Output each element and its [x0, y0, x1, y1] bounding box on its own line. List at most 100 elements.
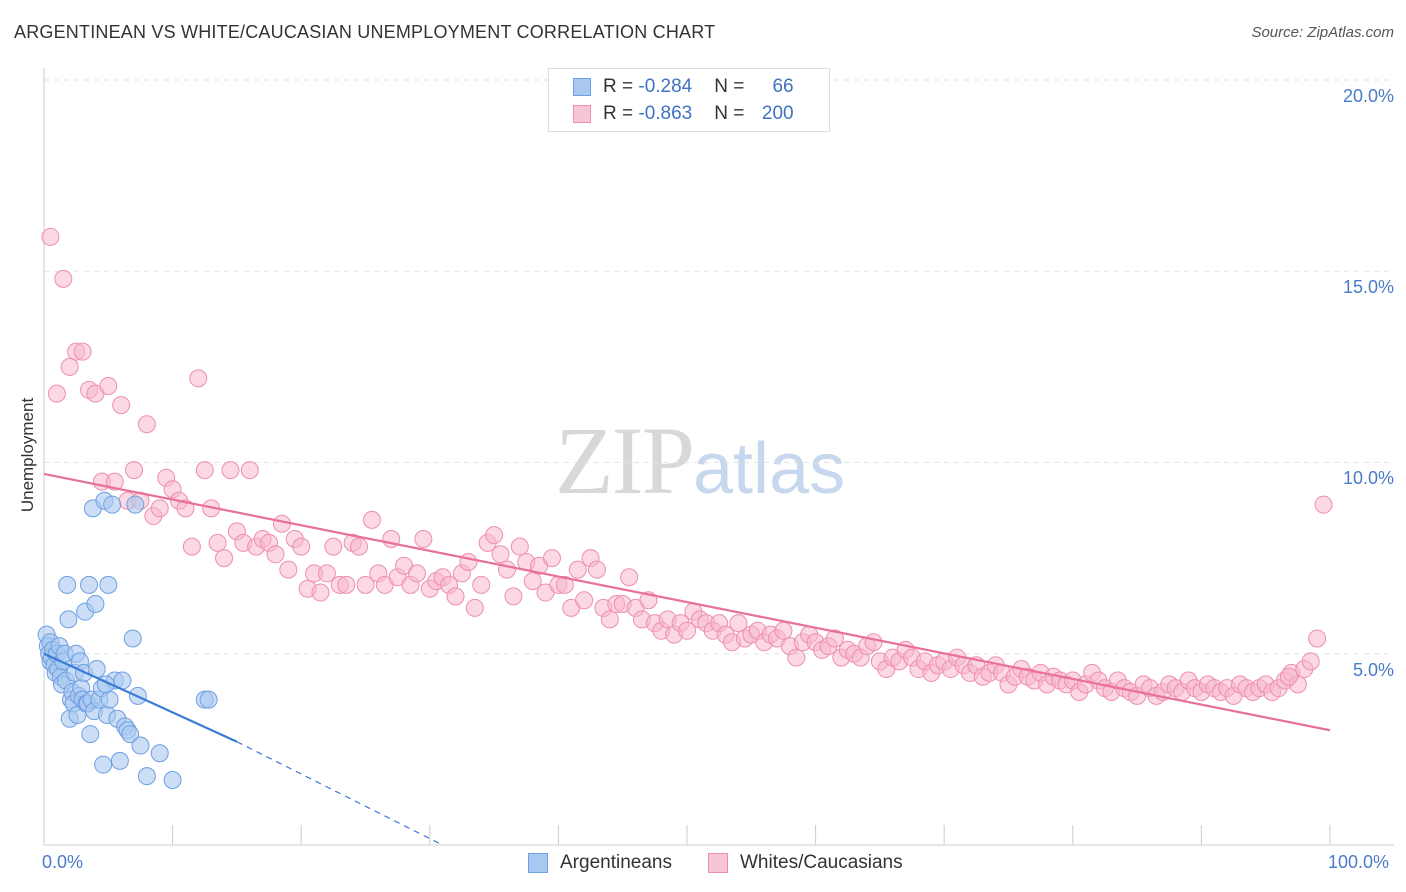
- data-point-whites: [465, 598, 484, 617]
- data-point-whites: [279, 560, 298, 579]
- data-point-whites: [600, 610, 619, 629]
- data-point-whites: [221, 461, 240, 480]
- chart-title: ARGENTINEAN VS WHITE/CAUCASIAN UNEMPLOYM…: [14, 22, 716, 42]
- data-point-whites: [311, 583, 330, 602]
- data-point-whites: [292, 537, 311, 556]
- data-point-whites: [678, 621, 696, 640]
- data-point-argentineans: [100, 690, 119, 709]
- y-axis-label: Unemployment: [18, 397, 37, 513]
- data-point-whites: [356, 575, 375, 594]
- data-point-argentineans: [103, 495, 122, 514]
- data-point-whites: [266, 545, 285, 564]
- data-point-argentineans: [58, 575, 77, 594]
- data-point-whites: [1308, 629, 1327, 648]
- data-point-whites: [459, 552, 478, 571]
- data-point-whites: [620, 568, 639, 587]
- correlation-legend: R = -0.284 N = 66 R = -0.863 N = 200: [548, 68, 830, 132]
- legend-row-whites: R = -0.863 N = 200: [573, 102, 794, 126]
- data-point-argentineans: [110, 751, 129, 770]
- data-point-whites: [99, 377, 118, 395]
- data-point-argentineans: [80, 575, 99, 594]
- data-point-argentineans: [123, 629, 142, 648]
- data-point-whites: [407, 564, 426, 583]
- data-point-whites: [150, 499, 169, 518]
- watermark-atlas: atlas: [693, 429, 846, 509]
- data-point-whites: [73, 342, 92, 361]
- data-point-whites: [774, 621, 793, 640]
- pink-swatch-icon: [708, 853, 728, 873]
- watermark: ZIPatlas: [555, 405, 845, 516]
- n-value: 200: [761, 103, 794, 124]
- r-value: -0.863: [638, 103, 693, 124]
- data-point-whites: [240, 461, 259, 480]
- source-credit: Source: ZipAtlas.com: [1251, 24, 1394, 41]
- pink-swatch-icon: [573, 105, 591, 123]
- data-point-whites: [575, 591, 594, 610]
- data-point-whites: [510, 537, 529, 556]
- y-tick-label: 20.0%: [1342, 86, 1394, 106]
- data-point-whites: [555, 575, 574, 594]
- data-point-whites: [485, 526, 504, 545]
- legend-label: Argentineans: [560, 852, 672, 873]
- data-point-argentineans: [121, 725, 140, 744]
- data-point-whites: [587, 560, 606, 579]
- data-point-whites: [324, 537, 343, 556]
- blue-swatch-icon: [528, 853, 548, 873]
- x-tick-label: 0.0%: [42, 852, 84, 872]
- data-point-whites: [54, 269, 73, 288]
- watermark-zip: ZIP: [555, 407, 695, 514]
- data-point-whites: [272, 514, 291, 533]
- data-point-whites: [47, 384, 66, 403]
- r-label: R =: [603, 103, 639, 124]
- data-point-whites: [189, 369, 208, 388]
- n-value: 66: [767, 76, 794, 97]
- data-point-whites: [472, 575, 491, 594]
- data-point-argentineans: [59, 610, 78, 629]
- data-point-argentineans: [94, 755, 113, 774]
- data-point-argentineans: [86, 595, 105, 614]
- data-point-argentineans: [199, 690, 218, 709]
- blue-swatch-icon: [573, 78, 591, 96]
- data-point-whites: [41, 227, 60, 246]
- data-point-whites: [1301, 652, 1320, 671]
- data-point-whites: [125, 461, 144, 480]
- axes: [43, 68, 1394, 846]
- data-point-whites: [208, 533, 227, 552]
- y-tick-label: 15.0%: [1342, 277, 1394, 297]
- legend-label: Whites/Caucasians: [740, 852, 903, 873]
- data-point-whites: [523, 572, 542, 591]
- legend-argentineans: Argentineans: [528, 852, 672, 874]
- trend-lines: [43, 472, 1331, 846]
- data-point-whites: [215, 549, 234, 568]
- data-point-whites: [1314, 495, 1333, 514]
- data-point-argentineans: [137, 767, 156, 786]
- data-point-whites: [864, 633, 883, 652]
- legend-row-argentineans: R = -0.284 N = 66: [573, 75, 794, 99]
- legend-whites: Whites/Caucasians: [708, 852, 903, 874]
- data-point-whites: [362, 510, 381, 529]
- data-point-argentineans: [99, 575, 118, 594]
- trend-line-argentineans-extension: [236, 741, 443, 846]
- data-point-whites: [60, 357, 79, 376]
- trend-line-argentineans: [43, 652, 238, 743]
- data-point-whites: [182, 537, 201, 556]
- x-tick-label: 100.0%: [1328, 852, 1390, 872]
- grid-lines: [44, 79, 1394, 655]
- series-whites-points: [41, 227, 1333, 705]
- r-value: -0.284: [638, 76, 693, 97]
- data-point-whites: [112, 396, 131, 415]
- data-point-whites: [137, 415, 156, 434]
- data-point-whites: [350, 537, 369, 556]
- data-point-argentineans: [150, 744, 169, 763]
- data-point-whites: [787, 648, 806, 667]
- data-point-whites: [337, 575, 356, 594]
- data-point-whites: [497, 560, 516, 579]
- data-point-whites: [504, 587, 523, 606]
- data-point-whites: [568, 560, 587, 579]
- data-point-whites: [176, 499, 195, 518]
- r-label: R =: [603, 76, 639, 97]
- n-label: N =: [714, 103, 750, 124]
- data-point-argentineans: [131, 736, 150, 755]
- data-point-whites: [491, 545, 510, 564]
